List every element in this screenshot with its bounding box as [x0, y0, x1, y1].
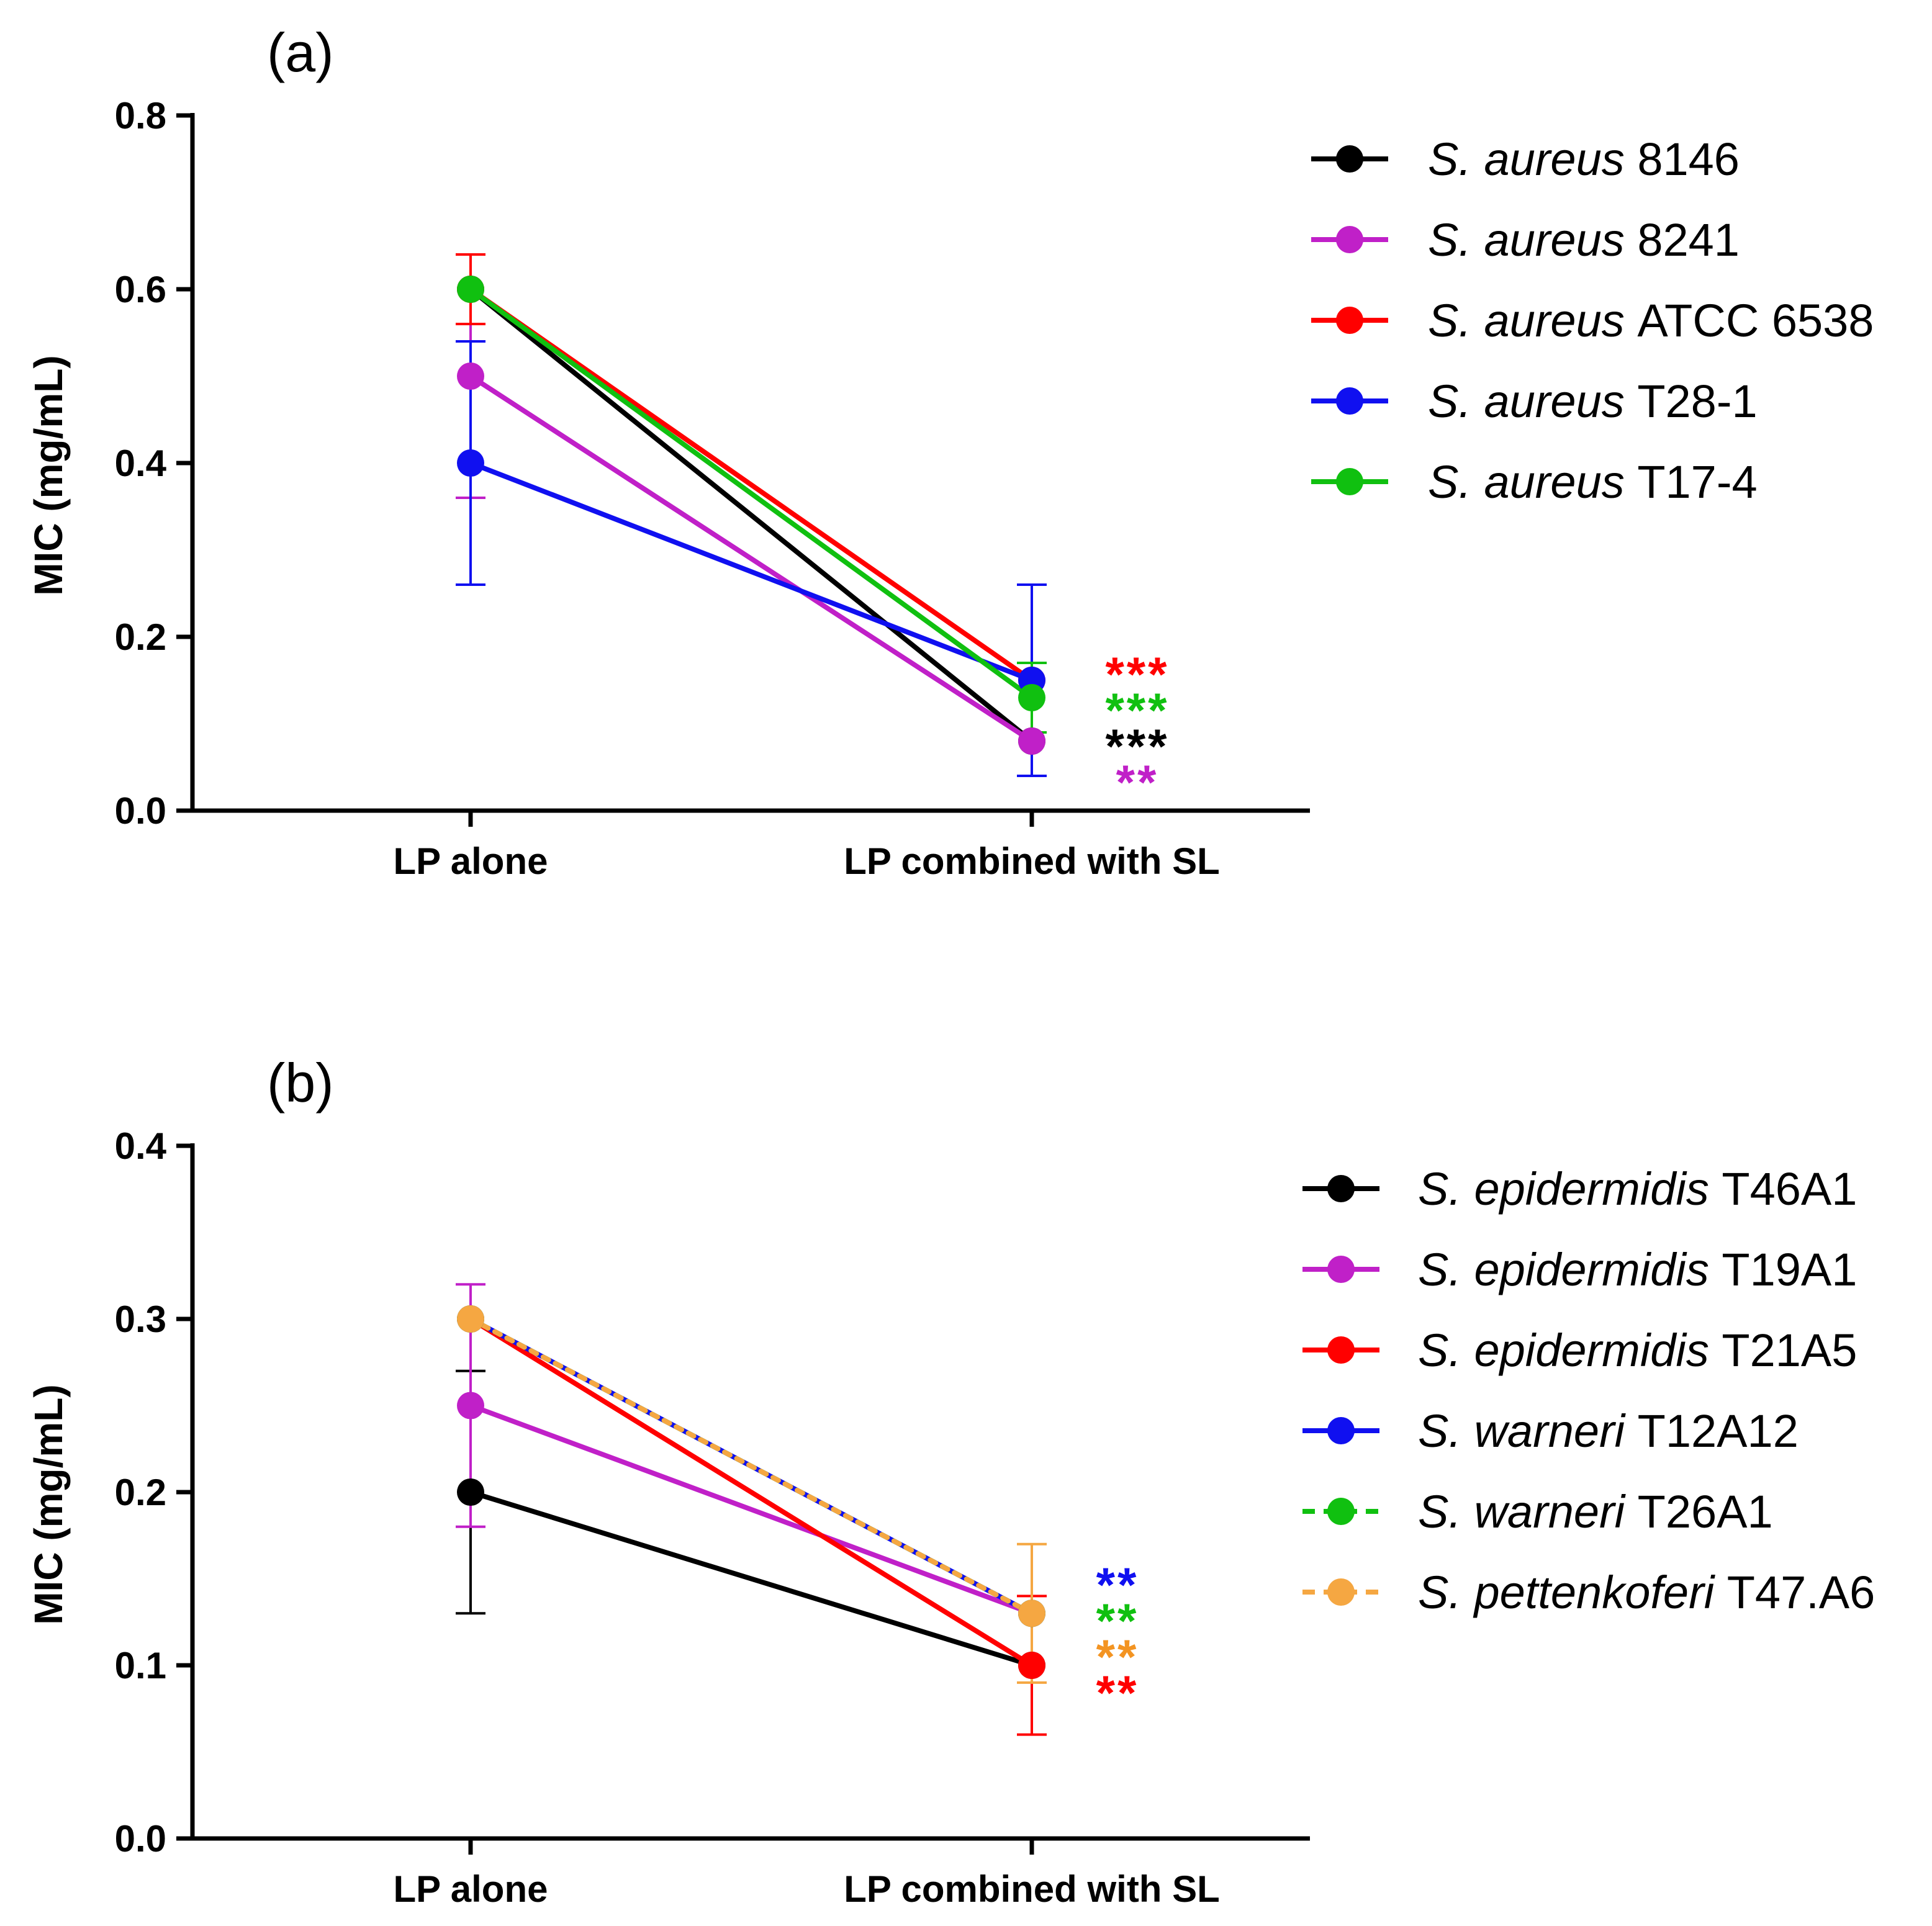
chart-panel-0: (a) 0.0 0.2 0.4 0.6 0.8 LP alone LP combined wi…: [26, 22, 1874, 882]
data-point-T17-4: [1018, 684, 1045, 711]
legend-entry: S. epidermidis T46A1: [1418, 1163, 1857, 1215]
legend-species: S. aureus: [1428, 133, 1637, 185]
y-tick-label: 0.0: [115, 1818, 166, 1860]
data-point-T47.A6: [1018, 1600, 1045, 1627]
y-tick-label: 0.2: [115, 1472, 166, 1513]
legend-strain: 8146: [1637, 133, 1740, 185]
significance-stars: **: [1096, 1593, 1139, 1648]
legend-strain: T46A1: [1722, 1163, 1857, 1215]
legend-strain: T26A1: [1638, 1486, 1773, 1537]
legend-entry: S. epidermidis T21A5: [1418, 1325, 1857, 1376]
legend-strain: T17-4: [1637, 456, 1757, 508]
legend-strain: ATCC 6538: [1637, 295, 1874, 346]
series-line-T17-4: [468, 287, 1034, 700]
x-tick-label: LP combined with SL: [844, 1868, 1220, 1910]
significance-stars: ***: [1105, 647, 1169, 701]
significance-stars: ***: [1105, 719, 1169, 773]
legend-species: S. epidermidis: [1418, 1325, 1722, 1376]
legend-marker: [1327, 1336, 1355, 1364]
legend-entry: S. aureus T17-4: [1428, 456, 1758, 508]
legend-marker: [1327, 1498, 1355, 1525]
legend-entry: S. pettenkoferi T47.A6: [1418, 1567, 1875, 1618]
y-tick-label: 0.2: [115, 616, 166, 658]
series-line-8241: [468, 374, 1034, 744]
legend-strain: T19A1: [1722, 1244, 1857, 1295]
legend-entry: S. warneri T26A1: [1418, 1486, 1773, 1537]
legend-species: S. warneri: [1418, 1486, 1638, 1537]
y-tick-label: 0.6: [115, 269, 166, 310]
series-line-T46A1: [468, 1490, 1034, 1668]
legend-species: S. warneri: [1418, 1405, 1638, 1457]
significance-stars: **: [1096, 1665, 1139, 1720]
legend-species: S. epidermidis: [1418, 1163, 1722, 1215]
x-tick-label: LP combined with SL: [844, 840, 1220, 882]
data-point-8241: [1018, 727, 1045, 755]
y-axis-title: MIC (mg/mL): [26, 1384, 71, 1625]
legend-entry: S. aureus 8241: [1428, 214, 1740, 266]
legend-marker: [1336, 468, 1363, 495]
legend-marker: [1336, 145, 1363, 173]
legend-entry: S. warneri T12A12: [1418, 1405, 1799, 1457]
legend-species: S. aureus: [1428, 214, 1637, 266]
legend-species: S. aureus: [1428, 295, 1637, 346]
y-tick-label: 0.8: [115, 95, 166, 137]
legend-entry: S. aureus 8146: [1428, 133, 1740, 185]
panel-label: (b): [267, 1052, 334, 1114]
legend-strain: 8241: [1637, 214, 1740, 266]
legend-marker: [1336, 387, 1363, 415]
series-line-T47.A6: [468, 1316, 1034, 1616]
data-point-T47.A6: [457, 1305, 484, 1333]
legend-species: S. epidermidis: [1418, 1244, 1722, 1295]
y-tick-label: 0.4: [115, 1125, 167, 1167]
significance-stars: ***: [1105, 683, 1169, 737]
panel-label: (a): [267, 22, 334, 83]
legend-strain: T47.A6: [1727, 1567, 1876, 1618]
significance-stars: **: [1096, 1629, 1139, 1684]
series-line-T19A1: [468, 1403, 1034, 1616]
legend-entry: S. aureus ATCC 6538: [1428, 295, 1874, 346]
chart-panel-1: (b) 0.0 0.1 0.2 0.3 0.4 LP alone LP combined wi…: [26, 1052, 1875, 1910]
legend-species: S. aureus: [1428, 376, 1637, 427]
significance-stars: **: [1096, 1557, 1139, 1612]
legend-marker: [1327, 1175, 1355, 1202]
legend-strain: T12A12: [1638, 1405, 1799, 1457]
series-line-T21A5: [468, 1316, 1034, 1668]
legend-marker: [1327, 1256, 1355, 1283]
y-tick-label: 0.3: [115, 1298, 166, 1340]
x-tick-label: LP alone: [394, 1868, 548, 1910]
legend-marker: [1327, 1417, 1355, 1444]
data-point-T21A5: [1018, 1652, 1045, 1679]
series-line-T28-1: [468, 461, 1034, 683]
legend-entry: S. epidermidis T19A1: [1418, 1244, 1857, 1295]
y-tick-label: 0.0: [115, 790, 166, 832]
legend-species: S. aureus: [1428, 456, 1637, 508]
legend-species: S. pettenkoferi: [1418, 1567, 1727, 1618]
data-point-T46A1: [457, 1478, 484, 1506]
legend-marker: [1336, 226, 1363, 253]
data-point-T28-1: [457, 449, 484, 477]
y-tick-label: 0.1: [115, 1645, 166, 1686]
legend-strain: T21A5: [1722, 1325, 1857, 1376]
legend-entry: S. aureus T28-1: [1428, 376, 1758, 427]
data-point-8241: [457, 362, 484, 390]
data-point-T19A1: [457, 1392, 484, 1420]
y-axis-title: MIC (mg/mL): [26, 355, 71, 596]
legend-strain: T28-1: [1637, 376, 1757, 427]
x-tick-label: LP alone: [394, 840, 548, 882]
legend-marker: [1336, 307, 1363, 334]
legend-marker: [1327, 1578, 1355, 1606]
significance-stars: **: [1116, 755, 1159, 809]
y-tick-label: 0.4: [115, 443, 167, 484]
data-point-T17-4: [457, 276, 484, 303]
series-line-8146: [468, 287, 1034, 744]
